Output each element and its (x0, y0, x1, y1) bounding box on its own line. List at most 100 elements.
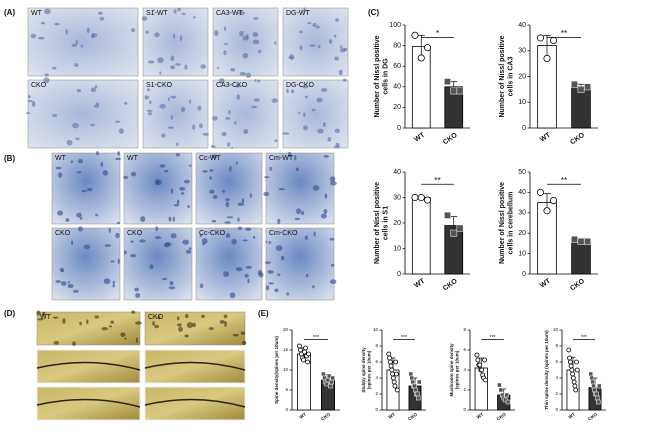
cell (239, 30, 244, 37)
cell (99, 16, 105, 21)
cell (159, 103, 166, 109)
cell (174, 63, 182, 66)
cell (302, 85, 308, 89)
cell (130, 28, 136, 33)
y-tick-label: 30 (518, 210, 526, 217)
cell (229, 166, 232, 172)
cell (219, 319, 225, 324)
y-axis-label: Number of Nissl positivecells in DG (374, 35, 389, 117)
y-tick-label: 8 (555, 343, 558, 348)
image-label: CKO (31, 82, 47, 89)
image-label: Cm-WT (269, 155, 294, 162)
data-point (571, 80, 578, 88)
y-tick-label: 100 (389, 22, 401, 29)
cell (54, 22, 60, 26)
cell (167, 97, 170, 102)
cell (131, 310, 136, 314)
x-tick-label: CKO (442, 131, 459, 146)
data-point (306, 351, 312, 357)
y-tick-label: 20 (393, 104, 401, 111)
cell (76, 171, 82, 174)
cell (228, 110, 231, 115)
cell (115, 157, 122, 161)
cell (135, 321, 142, 325)
y-tick-label: 8 (463, 327, 466, 332)
y-tick-label: 20 (393, 220, 401, 227)
cell (320, 213, 327, 219)
cell (95, 150, 100, 156)
cell (44, 8, 51, 15)
cell (115, 120, 120, 123)
cell (192, 322, 196, 328)
cell (123, 250, 127, 255)
y-tick-label: 20 (518, 73, 526, 80)
cell (173, 33, 176, 39)
data-point (393, 359, 399, 365)
cell (278, 188, 286, 191)
y-tick-label: 40 (393, 169, 401, 176)
cell (244, 273, 249, 278)
data-point (590, 379, 595, 385)
cell (265, 285, 270, 291)
cell (184, 334, 189, 338)
cell (66, 139, 73, 146)
data-point (594, 391, 599, 397)
cell (79, 321, 82, 326)
y-tick-label: 4 (375, 375, 378, 380)
cell (157, 315, 161, 320)
dendrite (36, 361, 141, 371)
cell (210, 145, 216, 149)
panel-label: (C) (368, 8, 379, 17)
cell (100, 161, 104, 168)
cell (135, 292, 141, 299)
cell (231, 238, 237, 245)
data-point (302, 349, 307, 355)
cell (124, 101, 128, 105)
significance-label: ** (434, 175, 441, 185)
data-point (570, 371, 576, 377)
cell (297, 111, 301, 115)
cell (179, 35, 183, 41)
y-tick-label: 6 (375, 359, 378, 364)
cell (170, 188, 174, 194)
cell (329, 237, 335, 241)
y-tick-label: 0 (463, 407, 466, 412)
x-tick-label: CKO (496, 411, 507, 421)
data-point (301, 357, 306, 363)
cell (323, 208, 328, 215)
data-point (416, 395, 421, 401)
cell (86, 27, 90, 34)
cell (149, 264, 154, 270)
cell (235, 84, 241, 88)
y-tick-label: 2 (375, 391, 378, 396)
y-tick-label: 2 (555, 391, 558, 396)
cell (52, 66, 57, 70)
bar (571, 86, 591, 129)
cell (197, 105, 202, 111)
cell (263, 191, 270, 197)
cell (110, 320, 114, 324)
cell (168, 286, 176, 290)
cell (147, 112, 153, 116)
cell (95, 102, 100, 109)
cell (161, 133, 166, 138)
cell (43, 77, 50, 84)
data-point (536, 188, 545, 196)
cell (247, 278, 250, 284)
cell (110, 260, 115, 263)
data-point (387, 355, 392, 361)
y-tick-label: 0 (522, 125, 526, 132)
cell (334, 128, 341, 133)
cell (94, 315, 100, 319)
cell (209, 176, 213, 180)
cell (182, 239, 190, 245)
image-label: CKO (127, 230, 143, 237)
cell (289, 54, 295, 61)
cell (323, 154, 329, 158)
y-tick-label: 10 (283, 367, 289, 372)
x-tick-label: CKO (569, 131, 586, 146)
cell (245, 72, 252, 78)
data-point (456, 87, 464, 95)
cell (124, 337, 127, 340)
cell (312, 23, 317, 28)
